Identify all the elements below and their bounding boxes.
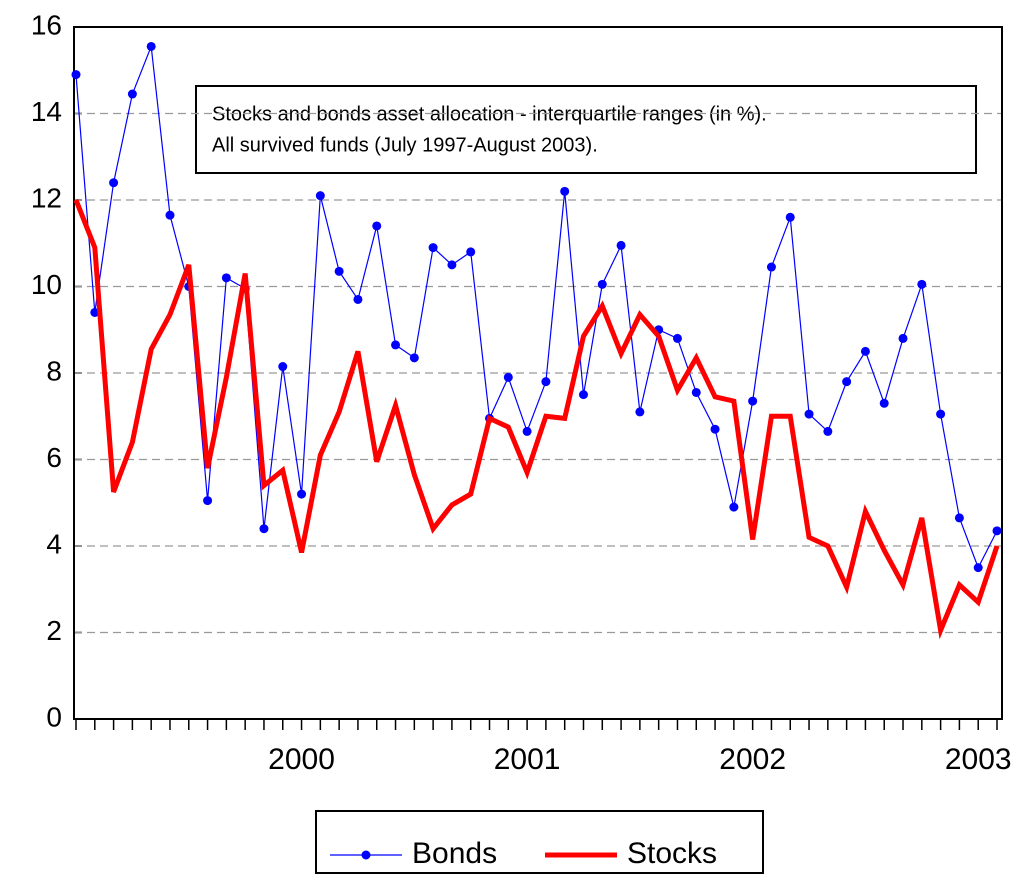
- data-point: [297, 489, 307, 499]
- data-point: [578, 390, 588, 400]
- data-point: [973, 563, 983, 573]
- data-point: [109, 178, 119, 188]
- data-point: [372, 221, 382, 231]
- data-point: [691, 387, 701, 397]
- y-tick-label: 4: [46, 528, 62, 559]
- data-point: [635, 407, 645, 417]
- data-point: [522, 426, 532, 436]
- data-point: [766, 262, 776, 272]
- y-tick-label: 10: [31, 269, 62, 300]
- x-tick-label: 2000: [268, 743, 335, 776]
- annotation-box: [195, 85, 977, 174]
- data-point: [936, 409, 946, 419]
- data-point: [221, 273, 231, 283]
- y-tick-label: 2: [46, 615, 62, 646]
- data-point: [597, 279, 607, 289]
- data-point: [785, 212, 795, 222]
- data-point: [823, 426, 833, 436]
- y-tick-label: 6: [46, 442, 62, 473]
- data-point: [203, 496, 213, 506]
- data-point: [334, 266, 344, 276]
- legend-label: Bonds: [412, 837, 497, 870]
- data-point: [710, 424, 720, 434]
- plot-frame: [73, 26, 1003, 720]
- y-tick-label: 0: [46, 701, 62, 732]
- x-tick-label: 2003: [945, 743, 1012, 776]
- data-point: [259, 524, 269, 534]
- data-point: [315, 191, 325, 201]
- data-point: [898, 333, 908, 343]
- y-tick-label: 12: [31, 182, 62, 213]
- data-point: [560, 186, 570, 196]
- data-point: [729, 502, 739, 512]
- legend-label: Stocks: [627, 837, 717, 870]
- data-point: [541, 377, 551, 387]
- data-point: [127, 89, 137, 99]
- data-point: [672, 333, 682, 343]
- annotation: Stocks and bonds asset allocation - inte…: [212, 103, 767, 125]
- data-point: [917, 279, 927, 289]
- data-point: [954, 513, 964, 523]
- data-point: [842, 377, 852, 387]
- data-point: [165, 210, 175, 220]
- data-point: [409, 353, 419, 363]
- data-point: [616, 240, 626, 250]
- data-point: [278, 362, 288, 372]
- data-point: [391, 340, 401, 350]
- series-line: [73, 199, 1000, 640]
- data-point: [860, 346, 870, 356]
- legend-box: [315, 810, 764, 874]
- x-tick-label: 2002: [719, 743, 786, 776]
- annotation: All survived funds (July 1997-August 200…: [212, 134, 598, 156]
- data-point: [353, 294, 363, 304]
- data-point: [992, 526, 1002, 536]
- data-point: [466, 247, 476, 257]
- data-point: [447, 260, 457, 270]
- data-point: [748, 396, 758, 406]
- data-point: [503, 372, 513, 382]
- data-point: [879, 398, 889, 408]
- y-tick-label: 16: [31, 9, 62, 40]
- data-point: [804, 409, 814, 419]
- y-tick-label: 14: [31, 96, 62, 127]
- data-point: [146, 41, 156, 51]
- data-point: [71, 70, 81, 80]
- legend-swatch-dot: [361, 850, 371, 860]
- data-point: [428, 243, 438, 253]
- y-tick-label: 8: [46, 355, 62, 386]
- x-tick-label: 2001: [494, 743, 561, 776]
- data-point: [90, 307, 100, 317]
